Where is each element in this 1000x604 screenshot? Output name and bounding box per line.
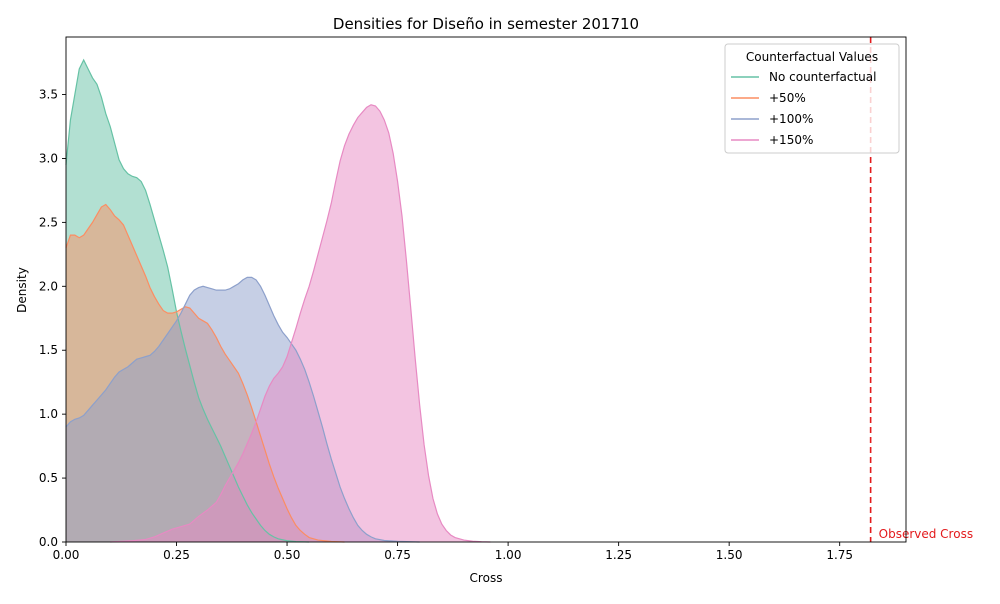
x-axis: 0.00 0.25 0.50 0.75 1.00 1.25 1.50 1.75: [53, 542, 853, 562]
x-tick-label-1: 0.25: [163, 548, 190, 562]
y-tick-label-5: 2.5: [39, 215, 58, 229]
x-tick-label-4: 1.00: [495, 548, 522, 562]
x-tick-label-3: 0.75: [384, 548, 411, 562]
density-line-series-2: [65, 276, 420, 543]
x-axis-label: Cross: [470, 571, 503, 585]
density-line-series-3: [110, 104, 491, 543]
y-tick-label-2: 1.0: [39, 407, 58, 421]
legend-label-3: +150%: [769, 133, 813, 147]
legend-label-2: +100%: [769, 112, 813, 126]
y-tick-label-4: 2.0: [39, 279, 58, 293]
plot-frame: [65, 36, 907, 543]
x-tick-label-7: 1.75: [826, 548, 853, 562]
density-line-series-1: [65, 203, 345, 543]
legend-label-0: No counterfactual: [769, 70, 876, 84]
legend-items: No counterfactual +50% +100% +150%: [731, 70, 876, 147]
observed-cross-label: Observed Cross: [879, 527, 973, 541]
y-tick-label-0: 0.0: [39, 535, 58, 549]
y-tick-label-1: 0.5: [39, 471, 58, 485]
x-tick-label-2: 0.50: [274, 548, 301, 562]
y-tick-label-3: 1.5: [39, 343, 58, 357]
density-area-series-3: [110, 104, 491, 542]
chart-title: Densities for Diseño in semester 201710: [333, 15, 639, 33]
x-tick-label-6: 1.50: [716, 548, 743, 562]
x-tick-label-5: 1.25: [605, 548, 632, 562]
density-line-series-0: [65, 58, 310, 543]
y-tick-label-7: 3.5: [39, 88, 58, 102]
chart-legend: Counterfactual Values No counterfactual +…: [724, 43, 900, 154]
legend-frame: [724, 43, 900, 154]
legend-title: Counterfactual Values: [746, 50, 878, 64]
y-axis-label: Density: [15, 267, 29, 313]
y-tick-label-6: 3.0: [39, 151, 58, 165]
density-lines: [65, 58, 491, 543]
legend-label-1: +50%: [769, 91, 806, 105]
density-areas: [66, 60, 491, 543]
y-axis: 0.0 0.5 1.0 1.5 2.0 2.5 3.0 3.5: [39, 88, 66, 549]
x-tick-label-0: 0.00: [53, 548, 80, 562]
